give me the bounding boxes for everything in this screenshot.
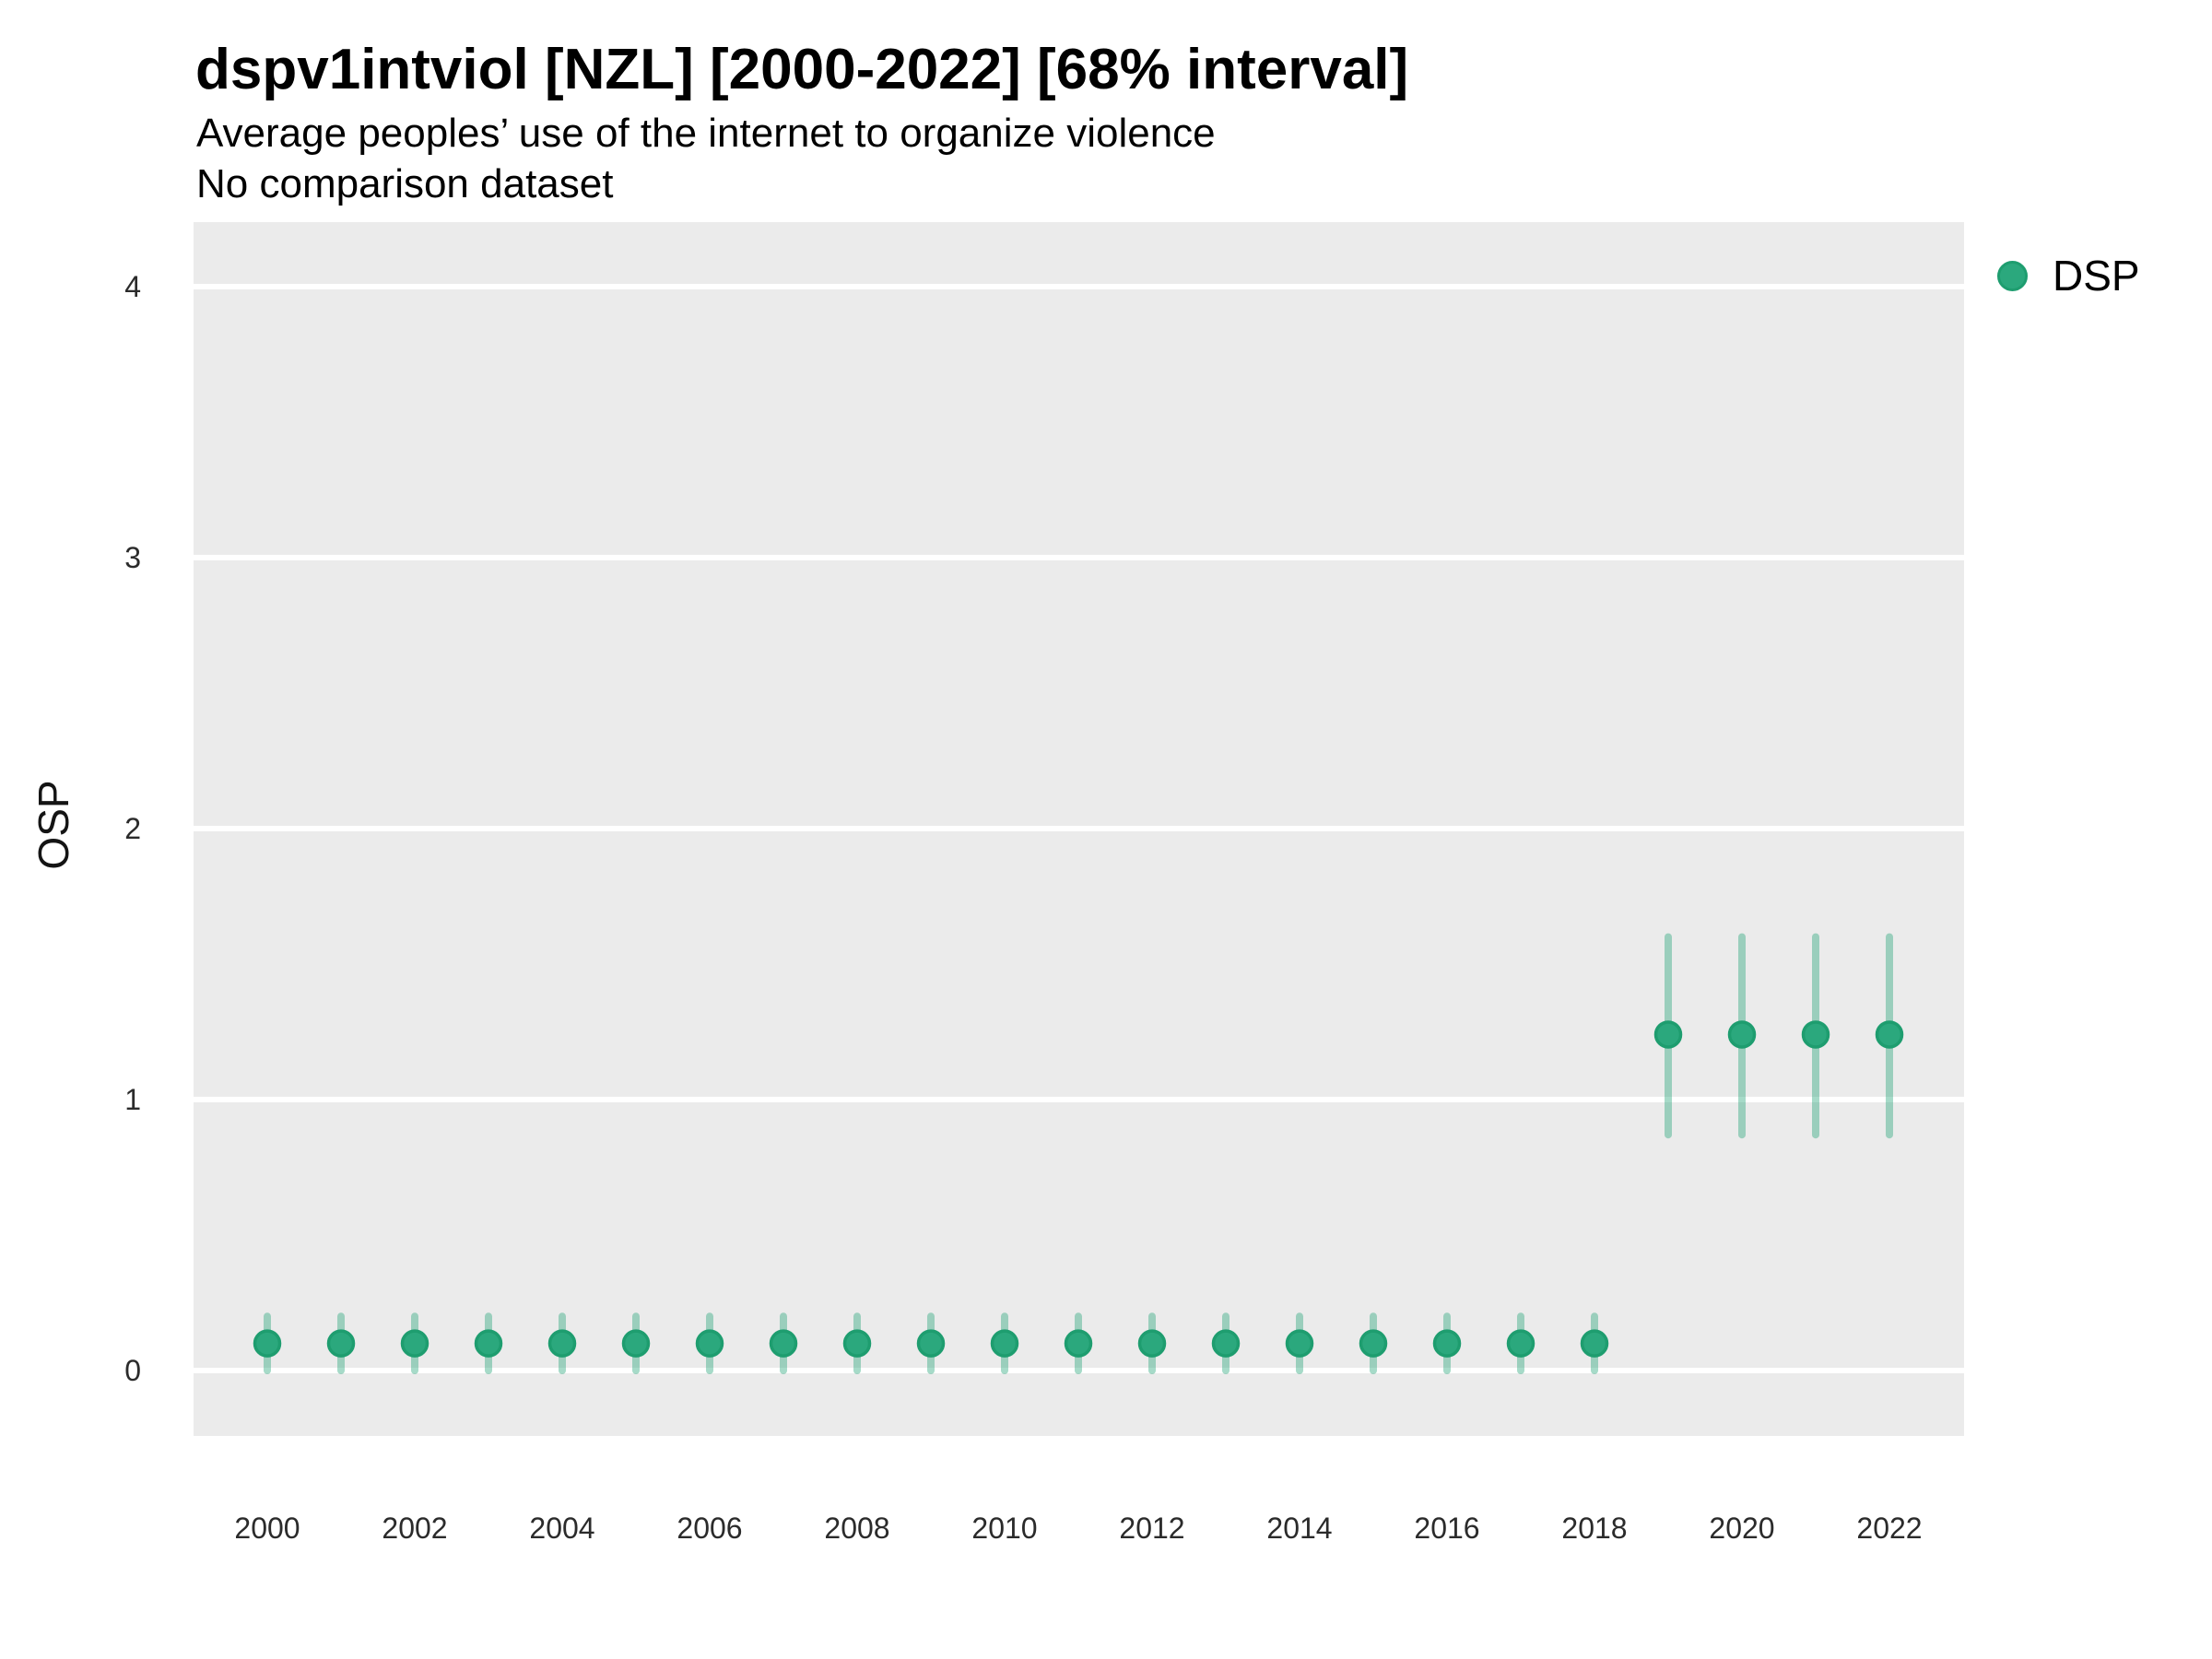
x-tick-label: 2004 [529, 1512, 594, 1545]
x-tick-label: 2020 [1709, 1512, 1774, 1545]
x-tick-label: 2016 [1414, 1512, 1479, 1545]
data-point-2011 [1064, 1329, 1093, 1358]
data-point-2016 [1432, 1329, 1462, 1358]
x-tick-label: 2000 [234, 1512, 300, 1545]
x-tick-label: 2022 [1856, 1512, 1922, 1545]
x-tick-label: 2008 [824, 1512, 889, 1545]
y-tick-label: 2 [124, 812, 141, 845]
data-point-2001 [326, 1329, 356, 1358]
x-tick-label: 2006 [677, 1512, 742, 1545]
data-point-2002 [400, 1329, 429, 1358]
data-point-2000 [253, 1329, 282, 1358]
y-tick-label: 1 [124, 1083, 141, 1116]
data-point-2019 [1653, 1020, 1683, 1049]
legend: DSP [1997, 251, 2140, 300]
data-point-2018 [1580, 1329, 1609, 1358]
data-point-2021 [1801, 1020, 1830, 1049]
data-point-2014 [1285, 1329, 1314, 1358]
data-point-2008 [842, 1329, 872, 1358]
data-point-2010 [990, 1329, 1019, 1358]
data-point-2012 [1137, 1329, 1167, 1358]
data-point-2017 [1506, 1329, 1535, 1358]
x-tick-label: 2018 [1561, 1512, 1627, 1545]
data-point-2022 [1875, 1020, 1904, 1049]
data-point-2015 [1359, 1329, 1388, 1358]
data-point-2009 [916, 1329, 946, 1358]
y-tick-label: 0 [124, 1354, 141, 1387]
data-point-2006 [695, 1329, 724, 1358]
x-tick-label: 2010 [971, 1512, 1037, 1545]
chart-note: No comparison dataset [196, 161, 614, 206]
chart-title: dspv1intviol [NZL] [2000-2022] [68% inte… [195, 38, 1409, 101]
data-point-2004 [547, 1329, 577, 1358]
y-tick-label: 4 [124, 270, 141, 303]
chart-subtitle: Average peoples’ use of the internet to … [196, 111, 1216, 156]
x-tick-label: 2012 [1119, 1512, 1184, 1545]
data-point-2005 [621, 1329, 651, 1358]
data-point-2007 [769, 1329, 798, 1358]
data-point-2013 [1211, 1329, 1241, 1358]
data-point-2003 [474, 1329, 503, 1358]
x-tick-label: 2014 [1266, 1512, 1332, 1545]
legend-marker-icon [1997, 260, 2028, 291]
x-tick-label: 2002 [382, 1512, 447, 1545]
legend-label: DSP [2053, 252, 2140, 300]
y-axis-title: OSP [29, 780, 77, 870]
data-point-2020 [1727, 1020, 1757, 1049]
y-tick-label: 3 [124, 541, 141, 574]
